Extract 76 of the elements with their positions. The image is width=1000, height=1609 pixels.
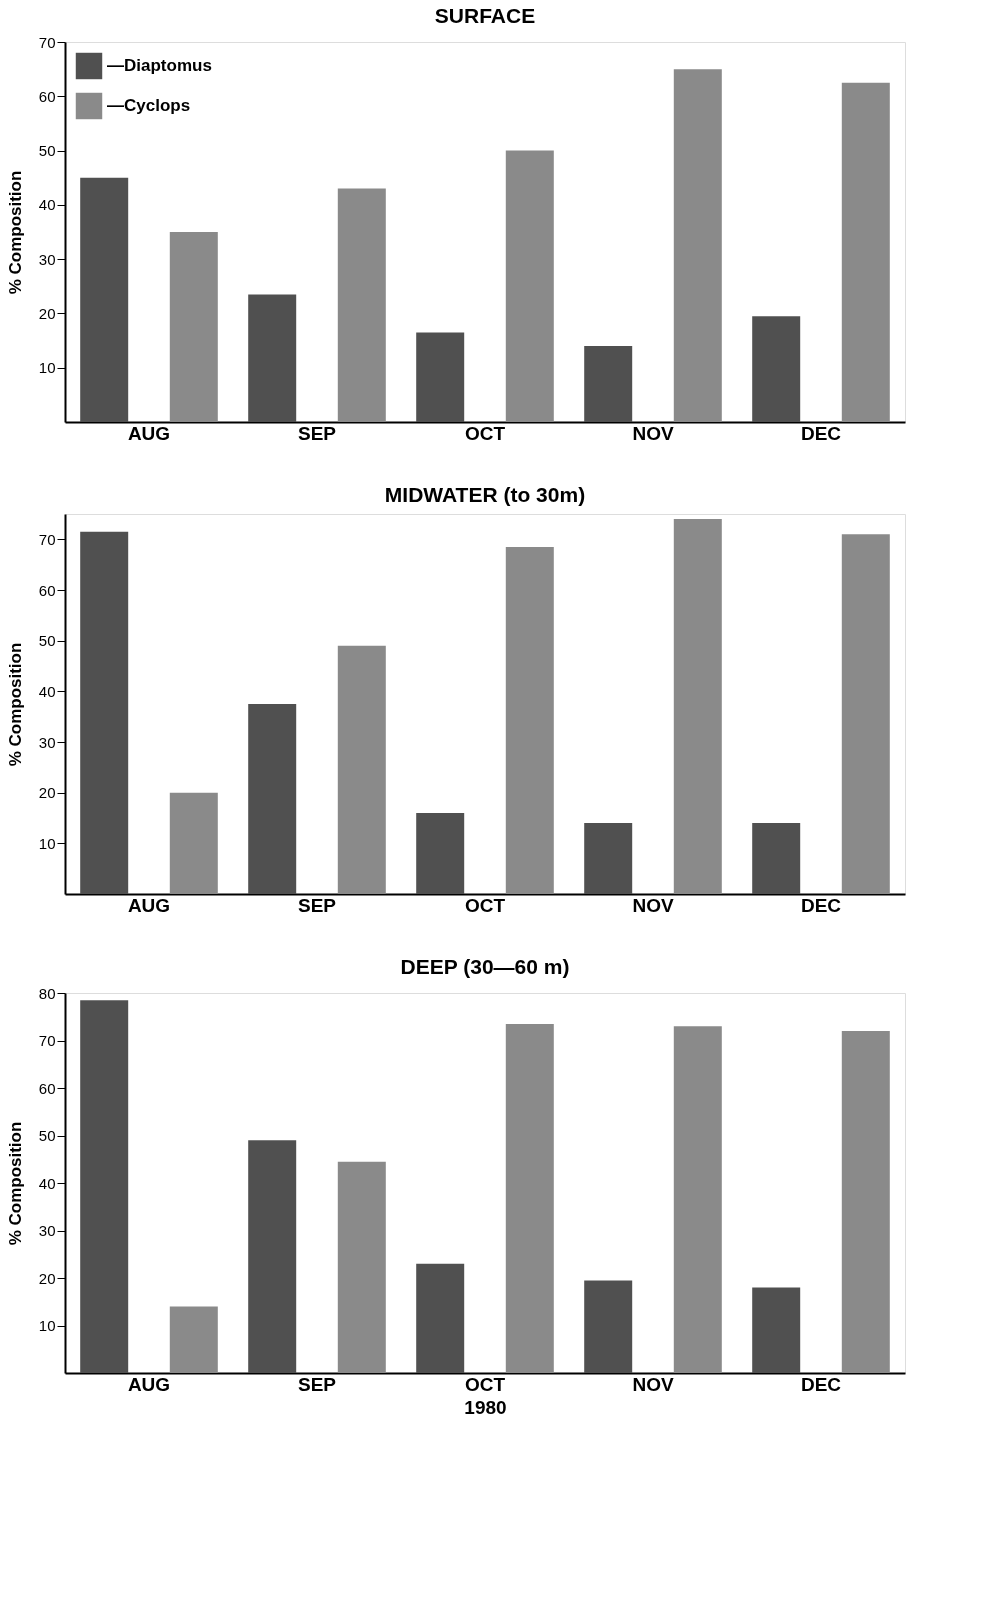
bar (505, 1023, 554, 1373)
y-tick-label: 10 (38, 834, 56, 852)
bar (584, 1280, 633, 1373)
bar (337, 645, 386, 894)
bar (169, 232, 218, 422)
bar (505, 546, 554, 894)
y-tick-label: 40 (38, 196, 56, 214)
bar (841, 82, 890, 422)
y-tick-label: 70 (38, 530, 56, 548)
x-tick-label: OCT (464, 894, 506, 916)
x-tick-label: OCT (464, 1373, 506, 1395)
bar (169, 1306, 218, 1373)
bar (505, 150, 554, 422)
x-tick-label: NOV (632, 422, 674, 444)
bar (248, 704, 297, 894)
bar (416, 1263, 465, 1373)
x-tick-label: SEP (297, 894, 337, 916)
bar (752, 823, 801, 894)
bar (584, 823, 633, 894)
bar (841, 1031, 890, 1373)
bar (841, 534, 890, 894)
bar (248, 294, 297, 422)
bar (673, 69, 722, 422)
bar (584, 346, 633, 422)
chart-title: SURFACE (434, 4, 536, 27)
bar (752, 1287, 801, 1373)
x-tick-label: OCT (464, 422, 506, 444)
y-tick-label: 60 (38, 1079, 56, 1097)
y-tick-label: 30 (38, 1222, 56, 1239)
chart-title: MIDWATER (to 30m) (384, 483, 586, 506)
bar (337, 188, 386, 422)
y-tick-label: 50 (38, 632, 56, 650)
y-tick-label: 40 (38, 1174, 56, 1192)
bar (416, 332, 465, 422)
bar (752, 316, 801, 422)
bar (80, 531, 129, 894)
y-tick-label: 20 (38, 1269, 56, 1287)
y-tick-label: 70 (38, 33, 56, 51)
x-tick-label: DEC (800, 894, 842, 916)
y-tick-label: 10 (38, 359, 56, 377)
y-tick-label: 50 (38, 142, 56, 160)
bar (416, 812, 465, 894)
bar (673, 519, 722, 894)
x-tick-label: SEP (297, 422, 337, 444)
y-tick-label: 40 (38, 682, 56, 700)
y-tick-label: 60 (38, 581, 56, 599)
x-axis-title: 1980 (464, 1396, 507, 1418)
y-tick-label: 10 (38, 1317, 56, 1334)
y-axis-title: % Composition (5, 170, 25, 295)
x-tick-label: SEP (297, 1373, 337, 1395)
legend-label: —Diaptomus (107, 56, 212, 75)
y-tick-label: 60 (38, 87, 56, 105)
y-tick-label: 50 (38, 1127, 56, 1144)
x-tick-label: AUG (127, 894, 171, 916)
y-tick-label: 80 (38, 984, 56, 1002)
x-tick-label: AUG (127, 422, 171, 444)
x-tick-label: NOV (632, 1373, 674, 1395)
bar (80, 1000, 129, 1373)
y-tick-label: 30 (38, 733, 56, 751)
legend-label: —Cyclops (107, 96, 191, 115)
x-tick-label: DEC (800, 422, 842, 444)
bar (337, 1161, 386, 1373)
x-tick-label: DEC (800, 1373, 842, 1395)
bar (169, 792, 218, 894)
y-tick-label: 70 (38, 1032, 56, 1049)
y-tick-label: 20 (38, 784, 56, 802)
bar (248, 1140, 297, 1373)
bar (80, 177, 129, 422)
y-tick-label: 20 (38, 304, 56, 322)
bar (673, 1026, 722, 1373)
y-axis-title: % Composition (5, 1121, 25, 1246)
chart-title: DEEP (30—60 m) (400, 955, 570, 978)
x-tick-label: AUG (127, 1373, 171, 1395)
x-tick-label: NOV (632, 894, 674, 916)
y-axis-title: % Composition (5, 642, 25, 767)
y-tick-label: 30 (38, 250, 56, 268)
